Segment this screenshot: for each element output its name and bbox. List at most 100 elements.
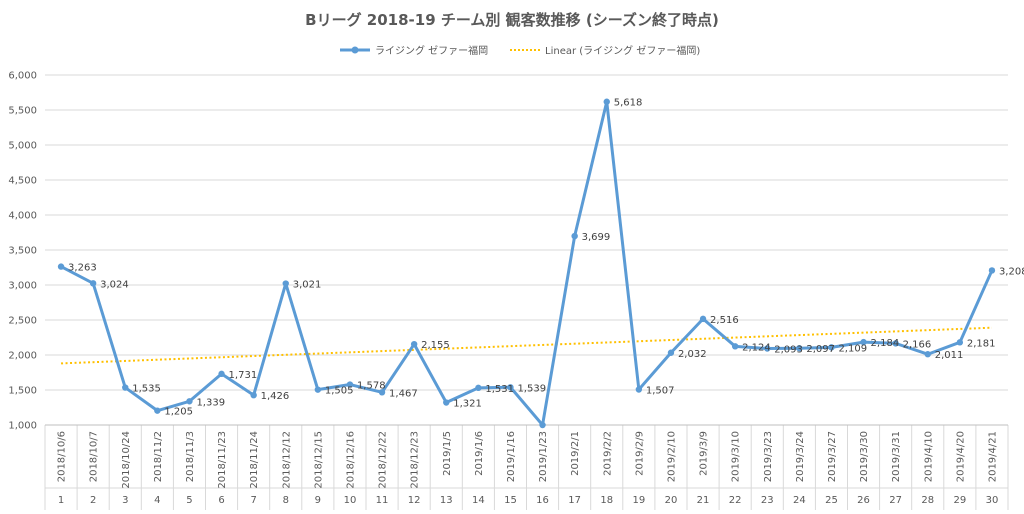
x-axis: 2018/10/6 1 2018/10/7 2 2018/10/24 3 2018/11/2…	[44, 424, 1009, 510]
data-point	[635, 386, 643, 393]
x-category-label: 2019/1/16	[506, 431, 517, 482]
series	[57, 98, 996, 429]
x-index-label: 15	[504, 495, 517, 506]
y-tick-label: 4,000	[8, 211, 37, 222]
x-category-label: 2018/12/16	[345, 431, 356, 489]
x-category-label: 2018/12/22	[378, 431, 389, 489]
series-line	[60, 100, 994, 427]
data-label: 2,516	[710, 315, 739, 326]
x-index-label: 6	[218, 495, 224, 506]
data-point	[122, 384, 129, 391]
legend-series-marker	[351, 46, 359, 54]
data-point	[956, 339, 964, 346]
data-point	[892, 340, 899, 347]
data-point	[89, 280, 97, 287]
y-tick-label: 5,000	[8, 141, 37, 152]
data-label: 1,731	[229, 370, 258, 381]
y-tick-label: 3,000	[8, 281, 37, 292]
y-tick-label: 1,000	[8, 421, 37, 432]
data-label: 2,093	[774, 344, 803, 355]
data-label: 2,155	[421, 340, 450, 351]
x-category-label: 2019/3/9	[699, 431, 710, 476]
grid	[45, 74, 1008, 426]
x-category-label: 2019/2/2	[602, 431, 613, 476]
data-label: 1,505	[325, 386, 354, 397]
x-index-label: 28	[921, 495, 934, 506]
x-category-label: 2019/3/24	[795, 431, 806, 482]
x-index-label: 20	[665, 495, 678, 506]
x-index-label: 30	[986, 495, 999, 506]
data-point	[57, 263, 65, 270]
data-label: 1,535	[132, 384, 161, 395]
y-tick-label: 3,500	[8, 246, 37, 257]
y-tick-label: 2,000	[8, 351, 37, 362]
x-index-label: 5	[186, 495, 192, 506]
x-category-label: 2019/3/10	[731, 431, 742, 482]
chart-title: Bリーグ 2018-19 チーム別 観客数推移 (シーズン終了時点)	[305, 11, 719, 29]
data-label: 1,339	[196, 397, 225, 408]
data-point	[282, 280, 289, 287]
data-label: 1,426	[261, 391, 290, 402]
x-index-label: 3	[122, 495, 128, 506]
data-label: 1,507	[646, 386, 675, 397]
x-category-label: 2018/11/24	[249, 431, 260, 489]
data-label: 3,263	[68, 263, 97, 274]
x-index-label: 24	[793, 495, 806, 506]
x-index-label: 1	[58, 495, 64, 506]
y-tick-label: 5,500	[8, 106, 37, 117]
data-point	[218, 370, 225, 378]
data-point	[250, 391, 257, 399]
x-category-label: 2018/11/23	[217, 431, 228, 489]
data-point	[314, 386, 322, 393]
data-label: 2,097	[806, 344, 835, 355]
data-point	[828, 344, 835, 351]
x-category-label: 2019/1/23	[538, 431, 549, 482]
data-label: 5,618	[614, 98, 643, 109]
x-category-label: 2019/2/10	[666, 431, 677, 482]
data-point	[796, 345, 803, 352]
data-label: 1,539	[517, 383, 546, 394]
x-index-label: 10	[344, 495, 357, 506]
x-index-label: 27	[889, 495, 902, 506]
x-index-label: 7	[250, 495, 256, 506]
data-label: 2,184	[871, 338, 900, 349]
legend-trendline-label: Linear (ライジング ゼファー福岡)	[545, 44, 700, 57]
data-point	[924, 351, 931, 358]
y-tick-label: 4,500	[8, 176, 37, 187]
data-label: 2,109	[838, 343, 867, 354]
x-index-label: 16	[536, 495, 549, 506]
data-point	[667, 349, 675, 356]
data-point	[860, 338, 867, 346]
x-index-label: 2	[90, 495, 96, 506]
y-tick-label: 2,500	[8, 316, 37, 327]
legend-series-label: ライジング ゼファー福岡	[375, 44, 488, 57]
x-index-label: 26	[857, 495, 870, 506]
x-index-label: 9	[315, 495, 321, 506]
x-category-label: 2019/3/27	[827, 431, 838, 482]
legend: ライジング ゼファー福岡 Linear (ライジング ゼファー福岡)	[340, 44, 700, 57]
x-category-label: 2019/4/10	[923, 431, 934, 482]
data-label: 3,021	[293, 280, 322, 291]
data-label: 1,321	[453, 399, 482, 410]
x-category-label: 2019/2/9	[634, 431, 645, 476]
data-label: 2,124	[742, 342, 771, 353]
x-index-label: 21	[697, 495, 710, 506]
data-label: 3,208	[999, 266, 1024, 277]
y-tick-label: 6,000	[8, 71, 37, 82]
x-category-label: 2019/3/30	[859, 431, 870, 482]
x-category-label: 2018/10/7	[89, 431, 100, 482]
x-category-label: 2019/4/21	[987, 431, 998, 482]
x-index-label: 13	[440, 495, 453, 506]
x-index-label: 22	[729, 495, 742, 506]
x-index-label: 23	[761, 495, 774, 506]
data-point	[731, 343, 739, 350]
x-category-label: 2018/12/12	[281, 431, 292, 489]
data-label: 1,531	[485, 384, 514, 395]
x-category-label: 2018/10/24	[121, 431, 132, 489]
x-category-label: 2019/4/20	[955, 431, 966, 482]
data-label: 2,032	[678, 349, 707, 360]
data-label: 1,205	[164, 407, 193, 418]
data-point	[346, 381, 354, 388]
x-category-label: 2019/3/23	[763, 431, 774, 482]
